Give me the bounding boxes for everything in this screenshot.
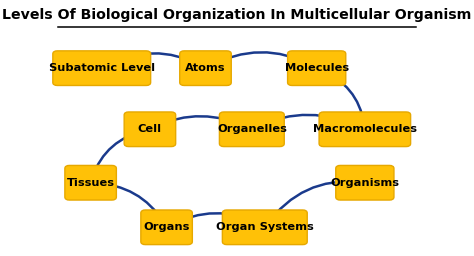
Text: Organs: Organs (144, 222, 190, 232)
Text: Macromolecules: Macromolecules (313, 124, 417, 134)
Text: Levels Of Biological Organization In Multicellular Organism: Levels Of Biological Organization In Mul… (2, 8, 472, 22)
Text: Atoms: Atoms (185, 63, 226, 73)
Text: Tissues: Tissues (67, 178, 115, 188)
FancyBboxPatch shape (65, 165, 117, 200)
Text: Molecules: Molecules (284, 63, 349, 73)
FancyBboxPatch shape (219, 112, 284, 147)
FancyBboxPatch shape (180, 51, 231, 86)
FancyBboxPatch shape (53, 51, 151, 86)
Text: Organisms: Organisms (330, 178, 400, 188)
FancyBboxPatch shape (336, 165, 394, 200)
FancyBboxPatch shape (288, 51, 346, 86)
FancyBboxPatch shape (141, 210, 192, 245)
Text: Organ Systems: Organ Systems (216, 222, 314, 232)
FancyBboxPatch shape (222, 210, 307, 245)
FancyBboxPatch shape (124, 112, 176, 147)
FancyBboxPatch shape (319, 112, 410, 147)
Text: Cell: Cell (138, 124, 162, 134)
Text: Organelles: Organelles (217, 124, 287, 134)
Text: Subatomic Level: Subatomic Level (49, 63, 155, 73)
